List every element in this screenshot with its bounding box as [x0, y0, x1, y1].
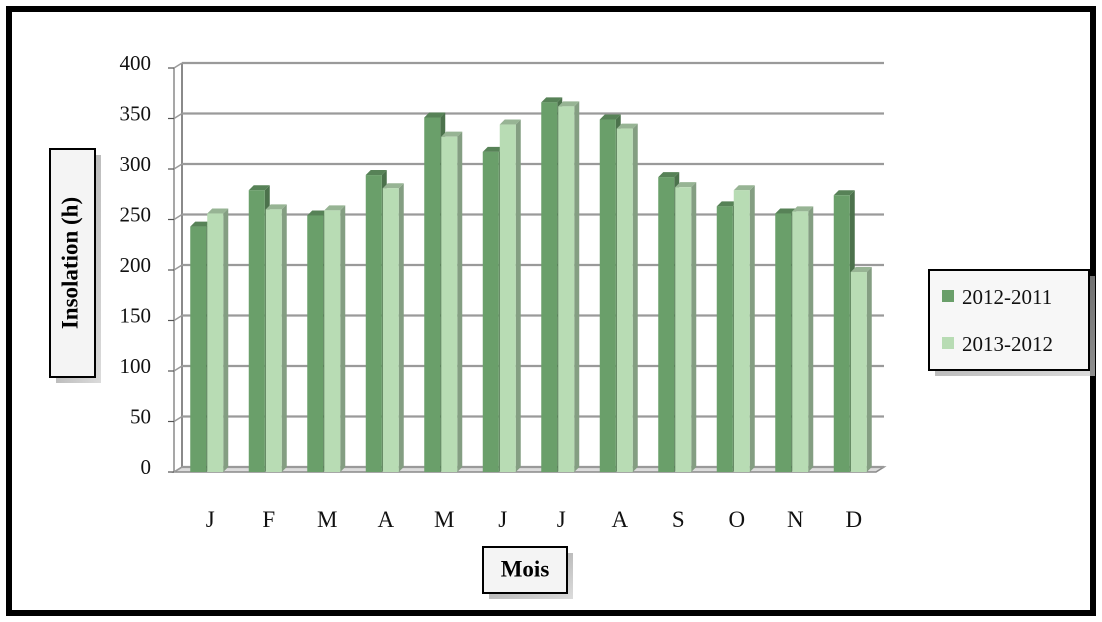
bar-2013-2012-S-8 [675, 182, 697, 472]
bar-2013-2012-O-9 [733, 185, 755, 472]
legend-swatch-series-1 [942, 290, 954, 302]
x-tick-label: D [845, 507, 862, 532]
gridline-depth [173, 466, 183, 473]
x-tick-label: J [206, 507, 215, 532]
x-tick-label: M [317, 507, 337, 532]
x-axis-title: Mois [482, 546, 573, 599]
legend-swatch-series-2 [942, 337, 954, 349]
y-axis-title: Insolation (h) [49, 148, 101, 383]
bar-2013-2012-A-3 [382, 183, 404, 472]
y-tick-label: 250 [120, 203, 152, 227]
x-tick-label: M [434, 507, 454, 532]
y-tick-label: 100 [120, 354, 152, 378]
x-tick-label: N [787, 507, 804, 532]
x-axis-label: Mois [501, 556, 550, 581]
y-axis-label: Insolation (h) [57, 197, 82, 329]
legend: 2012-2011 2013-2012 [928, 269, 1095, 376]
x-tick-label: J [498, 507, 507, 532]
y-tick-label: 300 [120, 152, 152, 176]
bar-2013-2012-J-5 [499, 119, 521, 472]
bar-2013-2012-J-6 [558, 101, 580, 472]
gridline-depth [173, 264, 183, 271]
y-tick-label: 400 [120, 51, 152, 75]
gridline-depth [173, 112, 183, 120]
bar-2013-2012-A-7 [616, 123, 638, 472]
y-tick-label: 0 [141, 455, 152, 479]
y-tick-label: 150 [120, 304, 152, 328]
x-tick-label: F [262, 507, 275, 532]
y-tick-label: 350 [120, 102, 152, 126]
x-tick-label: A [377, 507, 394, 532]
bar-2013-2012-N-10 [792, 206, 814, 473]
bar-2013-2012-M-4 [441, 131, 463, 472]
gridline-depth [173, 314, 183, 322]
y-tick-labels: 0 50 100 150 200 250 300 350 400 [120, 51, 152, 479]
bar-2013-2012-J-0 [207, 208, 229, 472]
gridline-depth [173, 365, 183, 372]
gridline-depth [173, 213, 183, 221]
x-tick-label: J [557, 507, 566, 532]
bars [190, 97, 872, 473]
x-tick-label: S [672, 507, 685, 532]
x-tick-label: O [728, 507, 745, 532]
bar-2013-2012-M-2 [324, 205, 346, 472]
y-tick-label: 200 [120, 253, 152, 277]
gridline-depth [173, 415, 183, 423]
legend-label-series-2: 2013-2012 [962, 332, 1053, 356]
gridline-depth [173, 62, 183, 69]
x-tick-label: A [611, 507, 628, 532]
legend-label-series-1: 2012-2011 [962, 285, 1052, 309]
y-tick-label: 50 [130, 405, 151, 429]
gridlines [168, 61, 887, 473]
gridline-depth [173, 163, 183, 170]
bar-2013-2012-D-11 [850, 267, 872, 472]
bar-2013-2012-F-1 [265, 204, 287, 472]
